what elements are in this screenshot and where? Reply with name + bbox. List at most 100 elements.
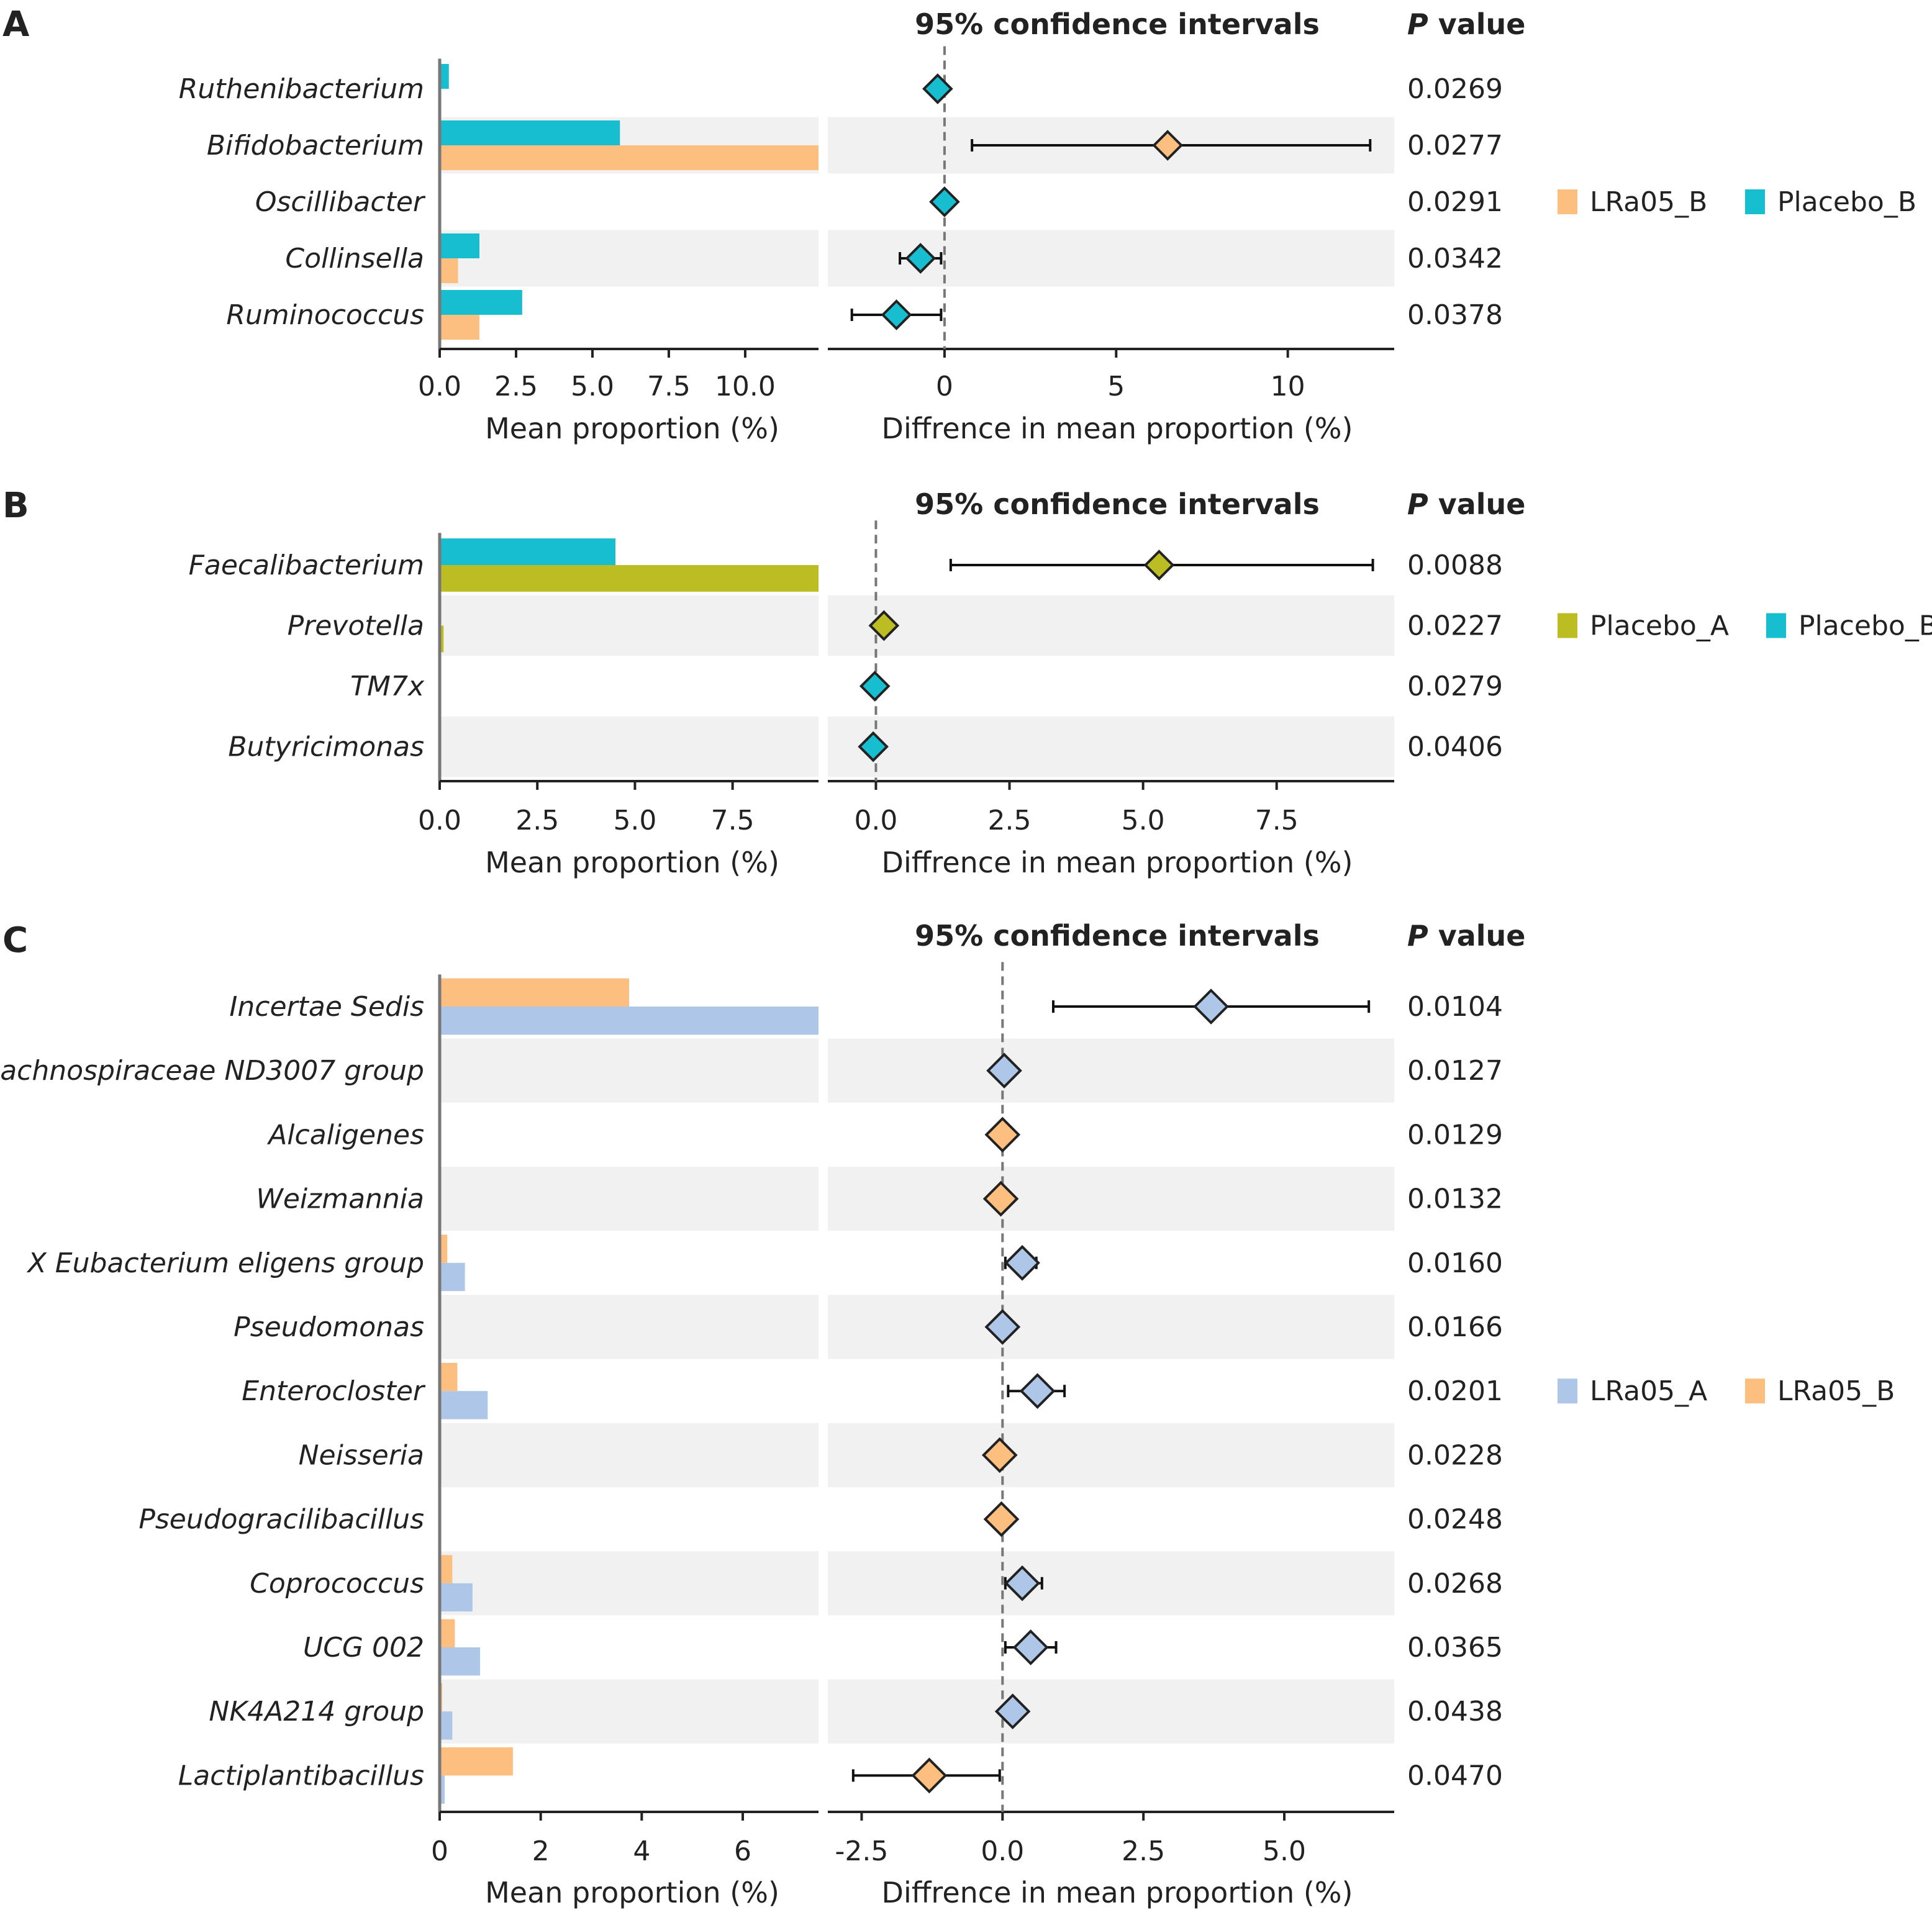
p-value: 0.0365 xyxy=(1407,1632,1503,1663)
ci-estimate-diamond xyxy=(881,299,912,330)
p-value: 0.0470 xyxy=(1407,1760,1503,1791)
left-tick-label: 0.0 xyxy=(418,371,461,402)
genus-label: Prevotella xyxy=(288,610,424,642)
ci-estimate-diamond xyxy=(911,1757,948,1794)
genus-label: UCG 002 xyxy=(303,1632,424,1663)
x-axis-label-right: Diffrence in mean proportion (%) xyxy=(882,846,1353,879)
pvalue-header: P value xyxy=(1407,487,1525,521)
row-shade-left xyxy=(440,595,819,656)
ci-estimate-diamond xyxy=(981,1437,1018,1473)
ci-estimate-diamond xyxy=(982,1180,1019,1217)
bar-placebo-a xyxy=(440,625,444,653)
ci-estimate-diamond xyxy=(858,731,889,763)
row-shade-right xyxy=(828,1679,1394,1744)
panel-letter: C xyxy=(2,920,28,961)
p-value: 0.0248 xyxy=(1407,1504,1503,1536)
panel-letter: B xyxy=(2,486,29,526)
pvalue-header: P value xyxy=(1407,919,1525,953)
ci-title: 95% confidence intervals xyxy=(915,487,1320,521)
right-tick-label: -2.5 xyxy=(835,1835,889,1867)
left-tick-label: 7.5 xyxy=(711,805,755,836)
legend-label: Placebo_B xyxy=(1777,186,1916,218)
right-tick-label: 7.5 xyxy=(1255,805,1299,836)
pvalue-header-rest: value xyxy=(1428,487,1526,521)
bar-placebo-b xyxy=(440,63,449,89)
genus-label: Neisseria xyxy=(299,1439,424,1471)
legend-label: LRa05_B xyxy=(1777,1375,1895,1407)
genus-label: Incertae Sedis xyxy=(229,991,424,1023)
pvalue-header: P value xyxy=(1407,7,1525,41)
genus-label: Alcaligenes xyxy=(266,1119,424,1151)
bar-lra05-b xyxy=(440,978,629,1007)
p-value: 0.0406 xyxy=(1407,731,1503,763)
legend-swatch xyxy=(1766,613,1786,638)
ci-estimate-diamond xyxy=(1004,1565,1040,1601)
left-tick-label: 10.0 xyxy=(715,371,776,402)
row-shade-right xyxy=(828,1551,1394,1616)
row-shade-left xyxy=(440,1423,819,1487)
p-value: 0.0132 xyxy=(1407,1184,1503,1215)
left-tick-label: 5.0 xyxy=(571,371,614,402)
pvalue-header-italic: P xyxy=(1407,7,1428,41)
ci-estimate-diamond xyxy=(1193,989,1229,1025)
p-value: 0.0228 xyxy=(1407,1439,1503,1471)
p-value: 0.0088 xyxy=(1407,550,1503,581)
p-value: 0.0127 xyxy=(1407,1055,1503,1087)
p-value: 0.0268 xyxy=(1407,1568,1503,1600)
row-shade-right xyxy=(828,1423,1394,1487)
bar-placebo-b xyxy=(440,538,615,565)
p-value: 0.0378 xyxy=(1407,299,1503,331)
pvalue-header-italic: P xyxy=(1407,919,1428,953)
row-shade-left xyxy=(440,230,819,287)
panel-c: C 95% confidence intervals P value Incertae… xyxy=(0,919,1895,1909)
panel-letter: A xyxy=(2,4,30,45)
genus-label: Weizmannia xyxy=(256,1184,424,1215)
legend-label: LRa05_A xyxy=(1590,1375,1707,1407)
bar-lra05-a xyxy=(440,1262,465,1292)
left-tick-label: 5.0 xyxy=(613,805,656,836)
genus-label: Pseudogracilibacillus xyxy=(138,1504,424,1536)
row-shade-right xyxy=(828,716,1394,777)
ci-estimate-diamond xyxy=(859,671,891,702)
ci-estimate-diamond xyxy=(984,1116,1021,1153)
genus-label: TM7x xyxy=(350,671,425,702)
bar-placebo-a xyxy=(440,565,819,592)
genus-label: Bifidobacterium xyxy=(207,130,424,161)
ci-estimate-diamond xyxy=(1019,1373,1056,1410)
genus-label: X Eubacterium eligens group xyxy=(27,1247,424,1279)
ci-estimate-diamond xyxy=(868,610,900,641)
left-tick-label: 6 xyxy=(734,1835,751,1867)
row-shade-left xyxy=(440,716,819,777)
ci-estimate-diamond xyxy=(1004,1244,1040,1281)
right-tick-label: 10 xyxy=(1271,371,1305,402)
p-value: 0.0438 xyxy=(1407,1696,1503,1727)
genus-label: Butyricimonas xyxy=(228,731,424,763)
p-value: 0.0166 xyxy=(1407,1311,1503,1343)
genus-label: Ruthenibacterium xyxy=(179,73,424,105)
left-tick-label: 2.5 xyxy=(515,805,559,836)
bar-placebo-b xyxy=(440,120,620,145)
left-tick-label: 7.5 xyxy=(647,371,691,402)
ci-title: 95% confidence intervals xyxy=(915,7,1320,41)
pvalue-header-italic: P xyxy=(1407,487,1428,521)
row-shade-left xyxy=(440,1167,819,1231)
right-tick-label: 2.5 xyxy=(1122,1835,1165,1867)
pvalue-header-rest: value xyxy=(1428,919,1526,953)
bar-lra05-b xyxy=(440,315,479,340)
genus-label: Oscillibacter xyxy=(255,186,426,218)
legend-label: LRa05_B xyxy=(1590,186,1707,218)
row-shade-left xyxy=(440,1679,819,1744)
x-axis-label-left: Mean proportion (%) xyxy=(485,412,779,445)
bar-lra05-b xyxy=(440,1555,453,1583)
p-value: 0.0129 xyxy=(1407,1119,1503,1151)
p-value: 0.0291 xyxy=(1407,186,1503,218)
p-value: 0.0277 xyxy=(1407,130,1503,161)
bar-lra05-b xyxy=(440,1362,458,1392)
ci-estimate-diamond xyxy=(922,73,953,104)
row-shade-right xyxy=(828,1295,1394,1359)
bar-lra05-a xyxy=(440,1583,473,1612)
row-shade-right xyxy=(828,1038,1394,1103)
ci-estimate-diamond xyxy=(1012,1629,1049,1665)
ci-estimate-diamond xyxy=(929,186,960,217)
